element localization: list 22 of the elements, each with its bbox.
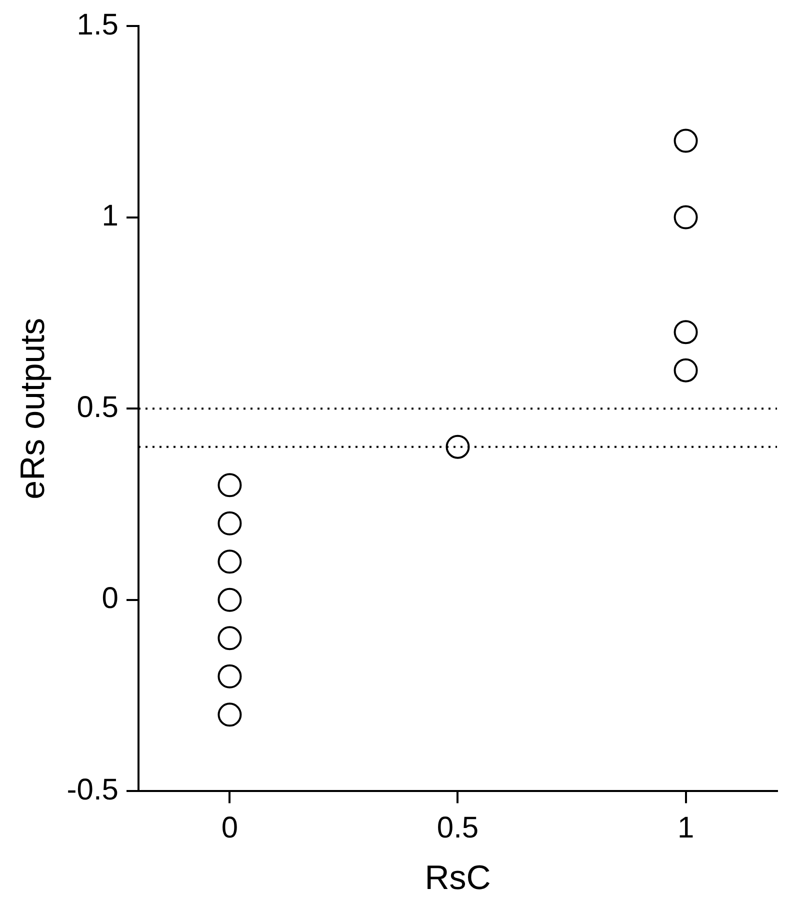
point <box>446 434 470 459</box>
point <box>218 588 242 612</box>
point <box>218 550 242 574</box>
point <box>218 664 242 688</box>
point <box>674 205 698 230</box>
x-tick-label: 0.5 <box>436 811 479 844</box>
y-axis-title: eRs outputs <box>14 318 52 500</box>
point <box>218 473 242 498</box>
point <box>674 128 698 153</box>
point <box>218 511 242 536</box>
x-tick-label: 1 <box>677 811 694 844</box>
y-tick-label: 0.5 <box>76 390 118 424</box>
point <box>218 626 242 650</box>
y-tick-label: 1 <box>102 200 118 233</box>
y-tick-label: -0.5 <box>66 773 118 806</box>
point <box>218 702 242 727</box>
y-tick-label: 0 <box>102 582 118 616</box>
point <box>674 358 698 382</box>
x-axis-title: RsC <box>424 858 491 897</box>
y-tick-label: 1.5 <box>76 8 118 42</box>
x-tick-label: 0 <box>221 811 238 844</box>
point <box>674 320 698 344</box>
